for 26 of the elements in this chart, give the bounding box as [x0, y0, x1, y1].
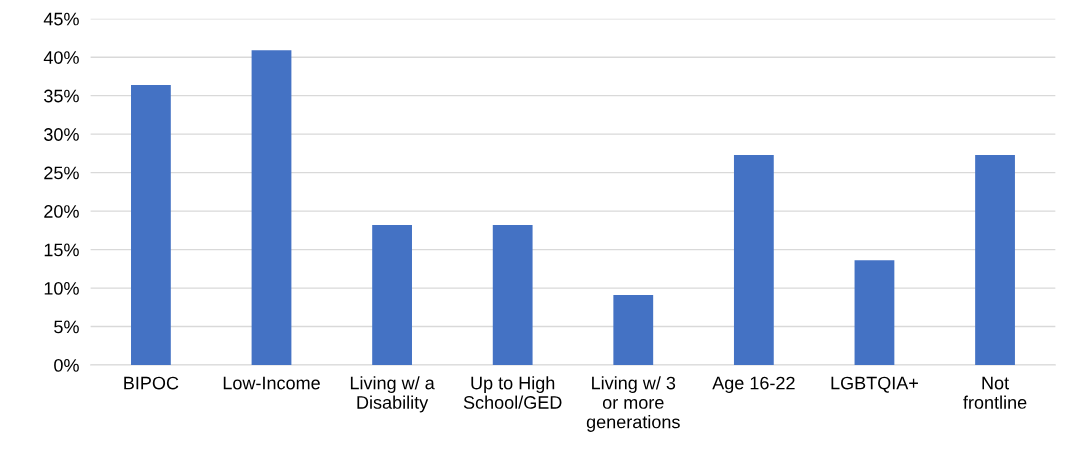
- y-tick-label: 45%: [43, 12, 79, 26]
- x-tick-label: Up to High School/GED: [463, 376, 562, 409]
- y-tick-label: 25%: [44, 166, 79, 180]
- y-tick-label: 15%: [44, 243, 79, 257]
- y-tick-label: 5%: [54, 320, 79, 334]
- x-tick-label: Low-Income: [223, 376, 320, 390]
- y-tick-label: 0%: [54, 358, 79, 372]
- bar: [492, 224, 533, 366]
- y-tick-label: 30%: [44, 128, 79, 141]
- x-tick-label: BIPOC: [124, 376, 179, 390]
- x-tick-label: Age 16-22: [712, 376, 795, 393]
- x-tick-label: Living w/ a Disability: [350, 376, 435, 413]
- x-tick-label: Not frontline: [963, 376, 1027, 409]
- bar: [131, 84, 171, 366]
- bar: [854, 260, 895, 366]
- x-tick-label: Living w/ 3 or more generations: [586, 376, 680, 432]
- x-tick-label: LGBTQIA+: [831, 376, 918, 393]
- y-tick-label: 35%: [44, 89, 79, 103]
- y-tick-label: 40%: [43, 51, 79, 64]
- bar: [251, 50, 292, 366]
- bar: [975, 154, 1015, 366]
- bar: [733, 154, 774, 366]
- bar: [372, 224, 412, 366]
- y-tick-label: 10%: [44, 282, 79, 295]
- y-tick-label: 20%: [44, 205, 79, 218]
- bar: [613, 295, 654, 366]
